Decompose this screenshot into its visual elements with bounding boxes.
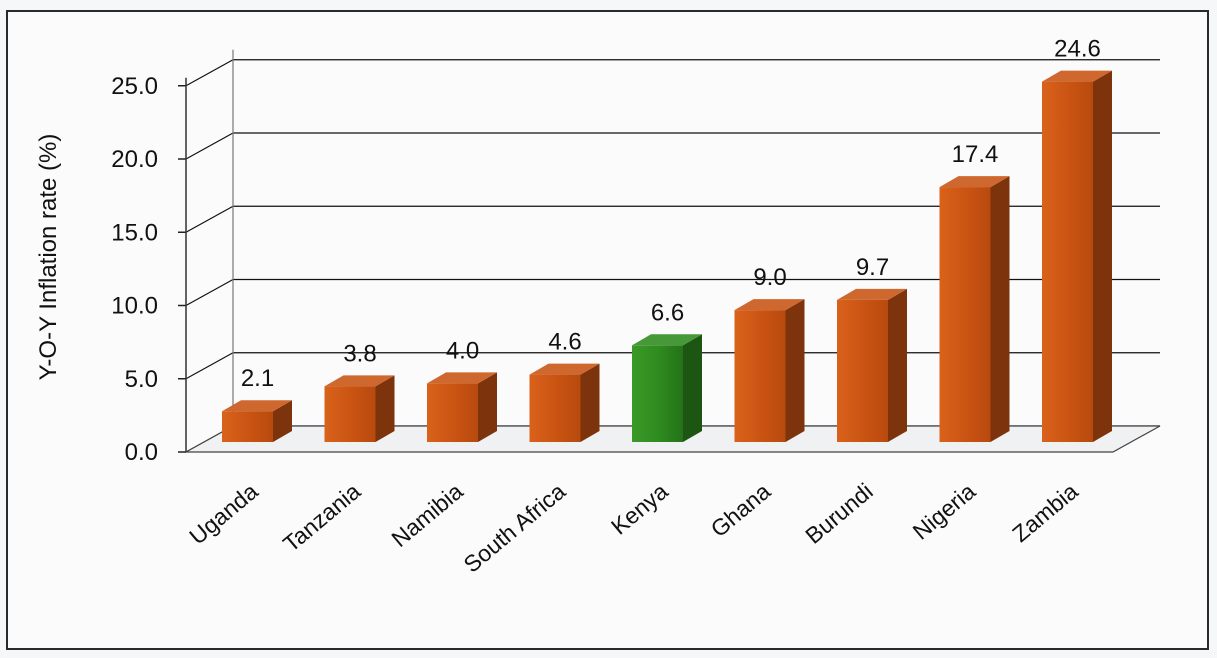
bar-side-face (580, 363, 600, 442)
x-tick-label: Kenya (606, 478, 673, 540)
x-tick-label: South Africa (458, 478, 570, 578)
x-tick-label: Namibia (386, 478, 467, 552)
bar-front-face (939, 187, 991, 442)
bar-side-face (273, 400, 292, 442)
x-tick-label: Nigeria (908, 478, 981, 545)
bar-side-face (683, 334, 702, 442)
bar-nigeria (939, 176, 1010, 442)
x-tick-label: Uganda (184, 478, 263, 550)
x-tick-label: Burundi (800, 478, 877, 549)
bar-burundi (837, 288, 907, 442)
bar-top-face (427, 372, 497, 384)
gridline-depth (185, 59, 234, 87)
gridline-depth (185, 205, 234, 233)
data-label: 6.6 (651, 299, 684, 326)
data-label: 4.0 (446, 337, 479, 364)
gridline-depth (185, 352, 234, 380)
bar-front-face (222, 411, 273, 442)
bar-side-face (888, 288, 907, 442)
chart-frame: 0.0 5.0 10.0 15.0 20.0 25.0 2.1 3.8 4.0 4.6 6.6 9.… (6, 10, 1209, 650)
bar-top-face (939, 176, 1010, 188)
gridline-depth (185, 132, 234, 160)
data-label: 9.0 (753, 264, 786, 291)
bar-tanzania (324, 375, 395, 442)
bar-side-face (1093, 70, 1112, 443)
data-label: 4.6 (548, 329, 581, 356)
bar-kenya (632, 334, 702, 442)
y-axis: 0.0 5.0 10.0 15.0 20.0 25.0 (111, 73, 187, 466)
y-tick-label: 15.0 (111, 219, 158, 246)
bar-chart: 0.0 5.0 10.0 15.0 20.0 25.0 2.1 3.8 4.0 4.6 6.6 9.… (35, 36, 1161, 578)
bar-side-face (990, 176, 1010, 442)
x-tick-label: Ghana (706, 478, 776, 542)
bar-front-face (1042, 81, 1093, 443)
y-tick-label: 5.0 (125, 366, 158, 393)
y-tick-label: 20.0 (111, 146, 158, 173)
y-tick-label: 0.0 (125, 439, 158, 466)
data-label: 9.7 (856, 254, 889, 281)
bar-front-face (734, 310, 786, 442)
bar-top-face (837, 288, 907, 300)
bar-ghana (734, 299, 805, 442)
gridline-depth (185, 278, 234, 307)
data-labels: 2.1 3.8 4.0 4.6 6.6 9.0 9.7 17.4 24.6 (241, 36, 1101, 393)
bar-top-face (222, 400, 292, 412)
bar-top-face (734, 299, 805, 311)
data-label: 3.8 (343, 340, 376, 367)
bar-top-face (324, 375, 395, 387)
bar-south-africa (529, 363, 600, 442)
data-label: 24.6 (1054, 36, 1101, 63)
bar-zambia (1042, 70, 1112, 443)
bar-top-face (1042, 70, 1112, 82)
bar-front-face (427, 383, 478, 442)
data-label: 17.4 (952, 141, 999, 168)
y-tick-label: 10.0 (111, 293, 158, 320)
bar-top-face (529, 363, 600, 375)
bars (222, 70, 1112, 443)
bar-side-face (785, 299, 805, 442)
bar-side-face (375, 375, 395, 442)
bar-namibia (427, 372, 497, 442)
y-axis-label: Y-O-Y Inflation rate (%) (35, 134, 62, 381)
x-tick-label: Zambia (1007, 478, 1083, 547)
bar-front-face (529, 374, 581, 442)
bar-uganda (222, 400, 292, 442)
bar-side-face (478, 372, 497, 442)
y-tick-label: 25.0 (111, 73, 158, 100)
bar-front-face (324, 386, 376, 442)
bar-front-face (837, 299, 888, 442)
x-tick-label: Tanzania (278, 478, 365, 557)
bar-top-face (632, 334, 702, 346)
data-label: 2.1 (241, 365, 274, 392)
bar-front-face (632, 345, 683, 442)
